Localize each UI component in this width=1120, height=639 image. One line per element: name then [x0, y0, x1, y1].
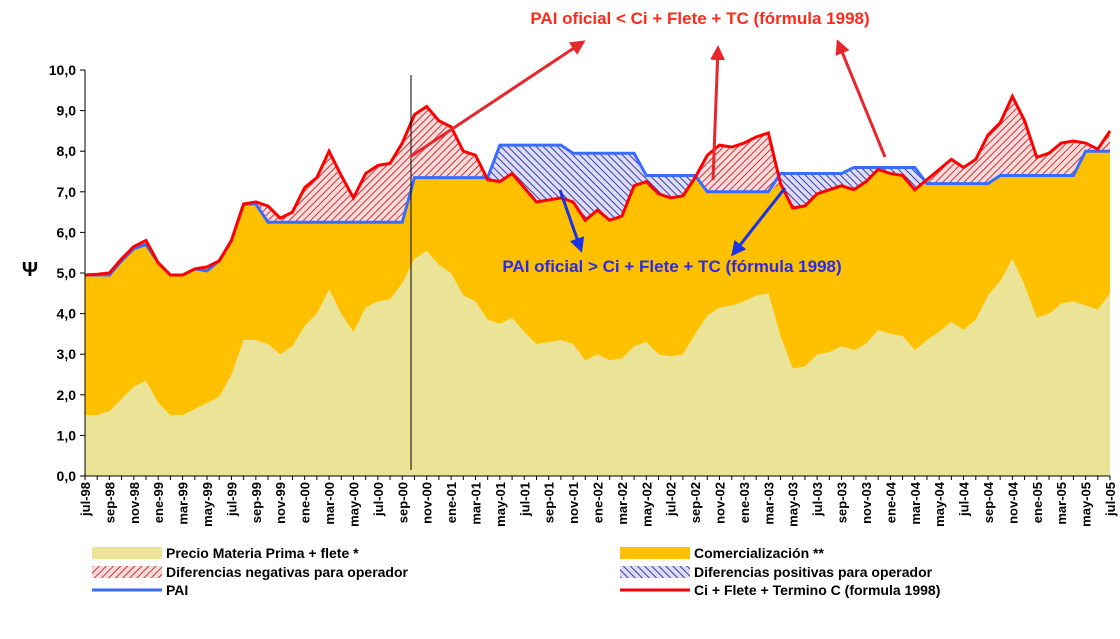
y-tick-label: 1,0 [57, 427, 77, 443]
x-tick-label: may-04 [932, 481, 947, 527]
x-tick-label: sep-03 [835, 482, 850, 523]
x-tick-label: mar-99 [176, 482, 191, 525]
y-tick-label: 3,0 [57, 346, 77, 362]
x-tick-label: nov-02 [713, 482, 728, 524]
x-tick-label: nov-00 [420, 482, 435, 524]
x-tick-label: ene-04 [883, 481, 898, 523]
legend-swatch [92, 547, 162, 559]
arrow [558, 189, 585, 253]
x-tick-label: sep-01 [542, 482, 557, 523]
x-tick-label: nov-04 [1005, 481, 1020, 524]
x-tick-label: sep-98 [102, 482, 117, 523]
y-tick-label: 2,0 [57, 387, 77, 403]
arrow [710, 45, 726, 181]
y-tick-label: 7,0 [57, 184, 77, 200]
annotation: PAI oficial > Ci + Flete + TC (fórmula 1… [502, 257, 841, 276]
legend-swatch [620, 547, 690, 559]
x-tick-label: sep-99 [249, 482, 264, 523]
legend-swatch [620, 566, 690, 578]
x-tick-label: jul-03 [810, 482, 825, 517]
arrow [409, 40, 586, 159]
x-tick-label: jul-04 [957, 481, 972, 517]
x-tick-label: nov-98 [127, 482, 142, 524]
x-tick-label: sep-02 [688, 482, 703, 523]
x-tick-label: jul-01 [517, 482, 532, 517]
y-tick-label: 4,0 [57, 306, 77, 322]
legend-label: Diferencias positivas para operador [694, 564, 933, 580]
x-tick-label: jul-02 [664, 482, 679, 517]
x-tick-label: may-03 [786, 482, 801, 527]
x-tick-label: nov-99 [273, 482, 288, 524]
x-tick-label: sep-04 [981, 481, 996, 523]
x-tick-label: may-02 [639, 482, 654, 527]
raw-material-area [85, 250, 1110, 476]
x-tick-label: nov-03 [859, 482, 874, 524]
y-tick-label: 6,0 [57, 224, 77, 240]
ci-line [84, 92, 1112, 277]
x-tick-label: jul-98 [78, 482, 93, 517]
x-tick-label: may-05 [1079, 482, 1094, 527]
x-tick-label: may-99 [200, 482, 215, 527]
arrow [835, 39, 887, 158]
legend-label: Diferencias negativas para operador [166, 564, 409, 580]
x-tick-label: jul-00 [371, 482, 386, 517]
y-tick-label: 8,0 [57, 143, 77, 159]
legend-label: Comercialización ** [694, 545, 824, 561]
x-tick-label: mar-05 [1054, 482, 1069, 525]
y-tick-label: 10,0 [49, 62, 76, 78]
y-tick-label: 9,0 [57, 103, 77, 119]
x-tick-label: mar-02 [615, 482, 630, 525]
x-tick-label: jul-05 [1103, 482, 1118, 517]
x-tick-label: ene-03 [737, 482, 752, 523]
legend-swatch [92, 566, 162, 578]
x-tick-label: ene-05 [1030, 482, 1045, 523]
y-axis-label: Ψ [22, 259, 38, 281]
y-tick-label: 5,0 [57, 265, 77, 281]
x-tick-label: sep-00 [395, 482, 410, 523]
x-tick-label: ene-00 [298, 482, 313, 523]
x-tick-label: nov-01 [566, 482, 581, 524]
x-tick-label: ene-02 [591, 482, 606, 523]
x-tick-label: ene-01 [444, 482, 459, 523]
annotation: PAI oficial < Ci + Flete + TC (fórmula 1… [530, 9, 869, 28]
arrow [731, 187, 787, 257]
legend-label: Precio Materia Prima + flete * [166, 545, 359, 561]
legend-label: Ci + Flete + Termino C (formula 1998) [694, 582, 940, 598]
x-tick-label: may-01 [493, 482, 508, 527]
x-tick-label: mar-01 [468, 482, 483, 525]
legend-label: PAI [166, 582, 188, 598]
arrows [409, 39, 887, 257]
x-tick-label: jul-99 [224, 482, 239, 517]
x-tick-label: ene-99 [151, 482, 166, 523]
x-tick-label: mar-04 [908, 481, 923, 524]
x-tick-label: mar-00 [322, 482, 337, 525]
pai-line [85, 143, 1110, 277]
x-tick-label: mar-03 [761, 482, 776, 525]
y-tick-label: 0,0 [57, 468, 77, 484]
x-tick-label: may-00 [346, 482, 361, 527]
